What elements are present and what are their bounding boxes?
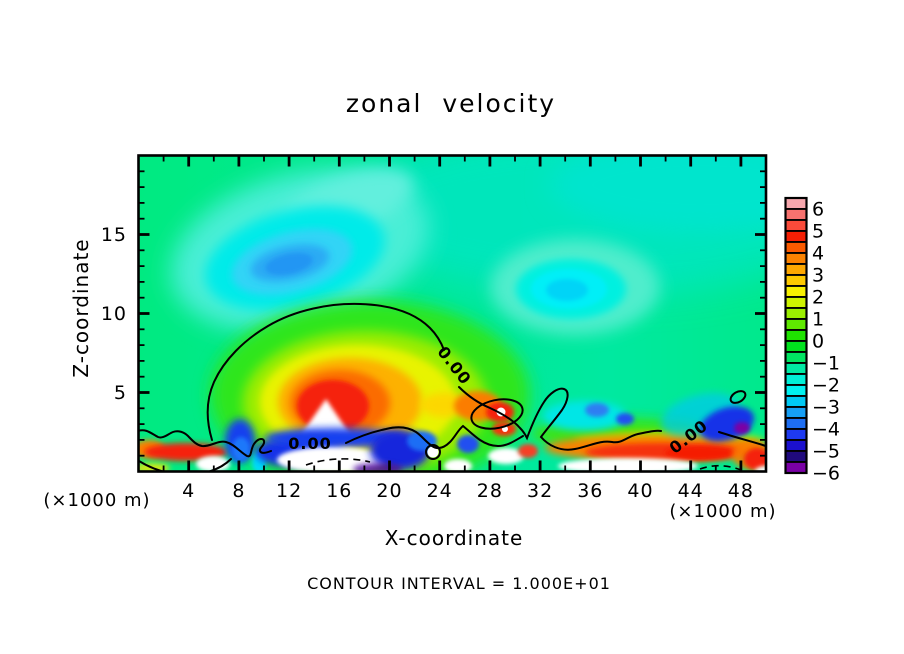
z-tick-label: 10: [101, 303, 127, 325]
x-tick-label: 12: [276, 480, 302, 502]
x-tick-label: 44: [678, 480, 704, 502]
colorbar-cell: [784, 340, 808, 353]
colorbar-cell: [784, 395, 808, 408]
colorbar-cell: [784, 263, 808, 276]
colorbar-tick-label: 1: [812, 309, 824, 331]
plot-title: zonal velocity: [346, 89, 556, 118]
contour-field: 0.00 0.00 0.00: [138, 155, 766, 472]
x-tick-label: 40: [627, 480, 653, 502]
x-axis-label: X-coordinate: [385, 526, 524, 550]
colorbar-tick-label: −5: [812, 441, 840, 463]
colorbar-cell: [784, 461, 808, 474]
colorbar-cell: [784, 362, 808, 375]
contour-interval-label: CONTOUR INTERVAL = 1.000E+01: [307, 574, 611, 593]
axis-ticks: [138, 155, 766, 472]
colorbar-cell: [784, 274, 808, 287]
z-axis-label: Z-coordinate: [69, 238, 93, 377]
colorbar-cell: [784, 406, 808, 419]
colorbar-cell: [784, 329, 808, 342]
colorbar-cell: [784, 296, 808, 309]
colorbar-tick-label: −1: [812, 353, 840, 375]
x-tick-label: 32: [527, 480, 553, 502]
colorbar-cell: [784, 197, 808, 210]
colorbar-tick-label: −2: [812, 375, 840, 397]
colorbar-cell: [784, 285, 808, 298]
colorbar-tick-label: −6: [812, 463, 840, 485]
unit-label-left: (×1000 m): [43, 490, 150, 511]
contour-label-0: 0.00: [288, 434, 331, 453]
colorbar-cell: [784, 439, 808, 452]
colorbar-cell: [784, 252, 808, 265]
x-tick-label: 24: [427, 480, 453, 502]
x-tick-label: 48: [728, 480, 754, 502]
colorbar-cell: [784, 307, 808, 320]
unit-label-right: (×1000 m): [669, 501, 776, 522]
cold-patch-right: [490, 239, 660, 335]
colorbar-cell: [784, 219, 808, 232]
cold-pool-upper-left: [170, 168, 430, 331]
colorbar-tick-label: 4: [812, 243, 824, 265]
colorbar-tick-label: −4: [812, 419, 840, 441]
x-tick-label: 20: [376, 480, 402, 502]
x-tick-label: 4: [182, 480, 195, 502]
colorbar-border: [784, 196, 808, 475]
colorbar-cell: [784, 450, 808, 463]
colorbar-cell: [784, 318, 808, 331]
colorbar-tick-label: 5: [812, 221, 824, 243]
colorbar-cell: [784, 208, 808, 221]
zero-contour-lines: [138, 302, 766, 472]
colorbar-cell: [784, 230, 808, 243]
x-tick-label: 16: [326, 480, 352, 502]
colorbar-cell: [784, 241, 808, 254]
warm-dome: [210, 300, 530, 472]
x-tick-label: 28: [477, 480, 503, 502]
colorbar-cell: [784, 417, 808, 430]
x-tick-label: 8: [232, 480, 245, 502]
colorbar-tick-label: 0: [812, 331, 824, 353]
colorbar-cell: [784, 384, 808, 397]
colorbar-tick-label: 2: [812, 287, 824, 309]
z-tick-label: 15: [101, 224, 127, 246]
colorbar-tick-label: 6: [812, 199, 824, 221]
x-tick-label: 36: [577, 480, 603, 502]
colorbar-tick-label: −3: [812, 397, 840, 419]
colorbar-cell: [784, 373, 808, 386]
colorbar-cell: [784, 428, 808, 441]
z-tick-labels: 5 10 15: [101, 224, 127, 404]
z-tick-label: 5: [114, 382, 127, 404]
x-tick-labels: 4 8 12 16 20 24 28 32 36 40 44 48: [182, 480, 754, 502]
colorbar-tick-label: 3: [812, 265, 824, 287]
colorbar-cell: [784, 351, 808, 364]
